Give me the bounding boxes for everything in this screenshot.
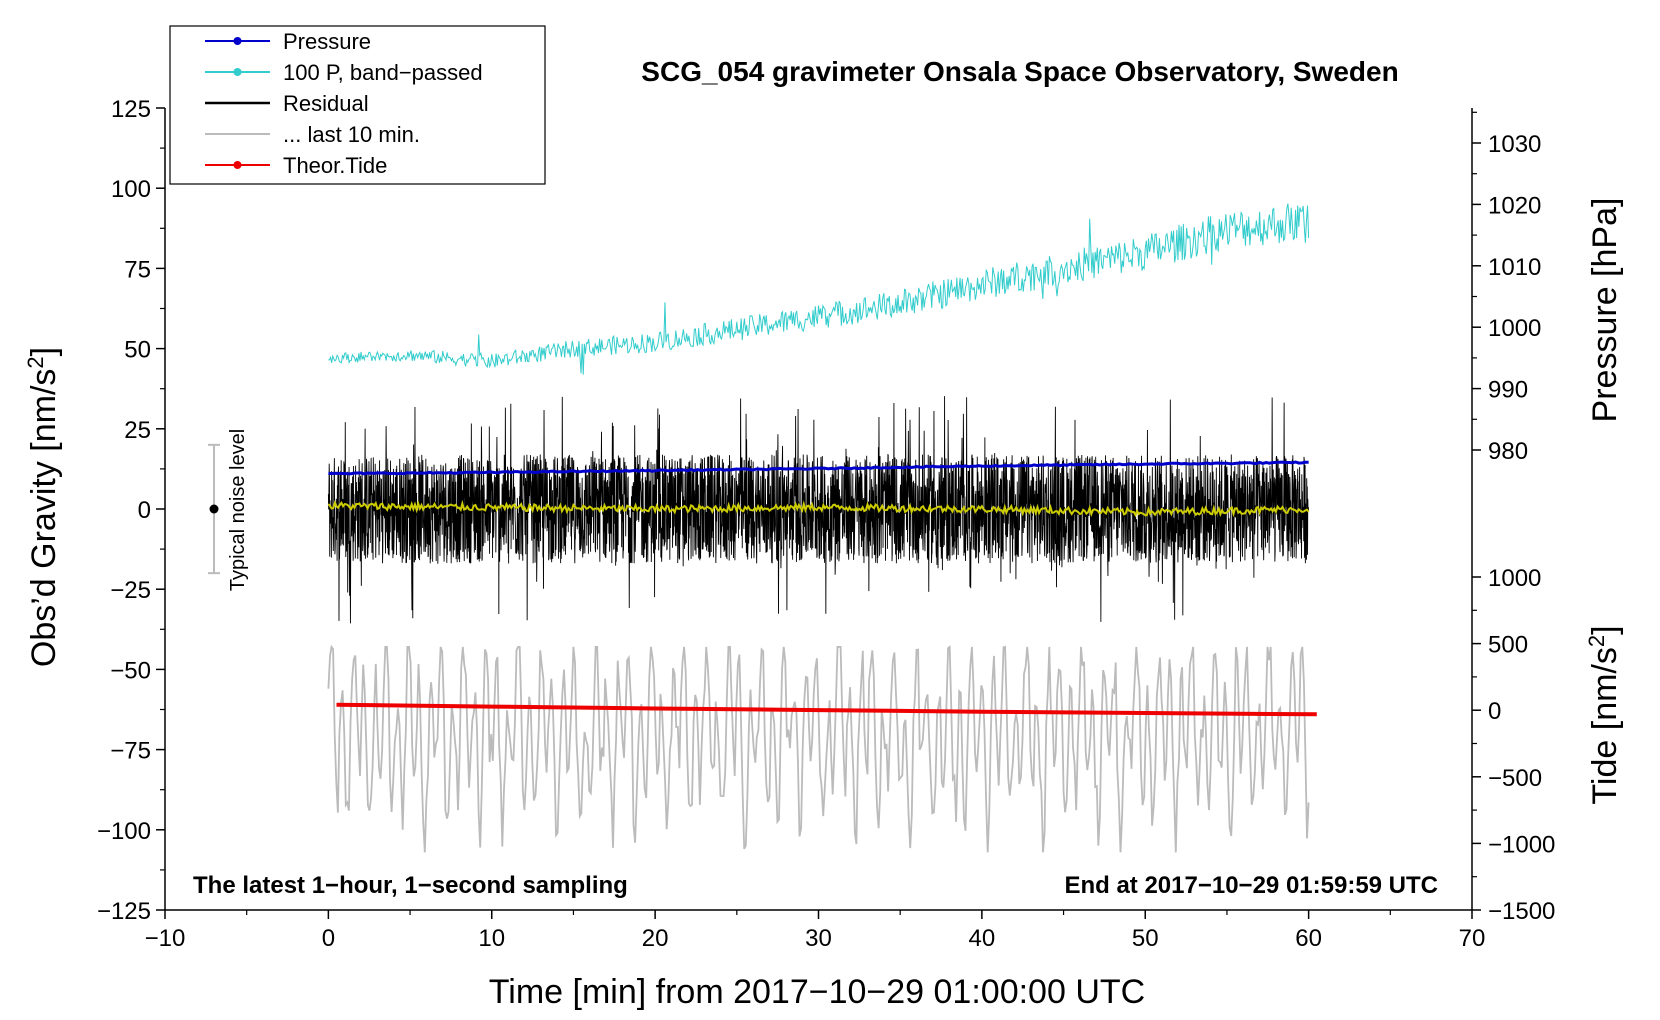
tide-tick-label: −1500 <box>1488 898 1555 925</box>
legend-marker <box>233 68 242 76</box>
legend-marker <box>233 37 242 45</box>
pressure-tick-label: 1000 <box>1488 315 1541 342</box>
x-tick-label: 10 <box>478 925 505 952</box>
x-axis-title: Time [min] from 2017−10−29 01:00:00 UTC <box>489 973 1145 1011</box>
annotation-right: End at 2017−10−29 01:59:59 UTC <box>1064 872 1438 899</box>
noise-center-dot <box>209 504 219 514</box>
y-axis-title-left-sup: 2 <box>23 356 48 368</box>
y-axis-title-tide-sup: 2 <box>1584 635 1609 647</box>
text-layer: SCG_054 gravimeter Onsala Space Observat… <box>23 56 1624 1011</box>
legend: Pressure 100 P, band−passed Residual ... la… <box>169 25 546 185</box>
y-axis-title-left: Obs’d Gravity [nm/s2] <box>23 347 63 667</box>
series-residual <box>327 396 1310 624</box>
series-pressure <box>328 460 1309 476</box>
series-theoretical-tide <box>336 702 1317 717</box>
legend-label: ... last 10 min. <box>283 122 420 147</box>
y-tick-label: −25 <box>110 577 151 604</box>
series-residual-smoothed <box>327 499 1310 518</box>
legend-label: Theor.Tide <box>283 153 387 178</box>
x-tick-label: −10 <box>145 925 186 952</box>
y-tick-label: −100 <box>97 818 151 845</box>
legend-box <box>169 25 546 185</box>
y-tick-label: 100 <box>111 176 151 203</box>
legend-label: Residual <box>283 91 369 116</box>
pressure-tick-label: 1010 <box>1488 254 1541 281</box>
y-tick-label: −125 <box>97 898 151 925</box>
noise-level-label: Typical noise level <box>227 429 249 591</box>
y-tick-label: −50 <box>110 657 151 684</box>
tide-tick-label: 0 <box>1488 698 1501 725</box>
series-last-10-min <box>327 644 1310 853</box>
x-tick-label: 60 <box>1295 925 1322 952</box>
y-axis-title-left-main: Obs’d Gravity [nm/s <box>25 369 63 668</box>
tide-tick-label: 500 <box>1488 632 1528 659</box>
y-axis-title-tide-main: Tide [nm/s <box>1586 647 1624 804</box>
y-axis-title-pressure: Pressure [hPa] <box>1586 198 1624 423</box>
annotation-left: The latest 1−hour, 1−second sampling <box>193 872 628 899</box>
x-tick-label: 40 <box>969 925 996 952</box>
chart-title: SCG_054 gravimeter Onsala Space Observat… <box>641 56 1398 87</box>
legend-label: 100 P, band−passed <box>283 60 483 85</box>
y-axis-title-tide: Tide [nm/s2] <box>1584 625 1624 804</box>
x-tick-label: 70 <box>1459 925 1486 952</box>
pressure-tick-label: 990 <box>1488 377 1528 404</box>
series-layer <box>327 203 1317 853</box>
y-tick-label: 25 <box>124 417 151 444</box>
pressure-tick-label: 1030 <box>1488 131 1541 158</box>
x-tick-label: 50 <box>1132 925 1159 952</box>
legend-label: Pressure <box>283 29 371 54</box>
ticks-layer: −10 0 10 20 30 40 50 60 701251007550250−25−50−75… <box>97 96 1555 952</box>
y-tick-label: −75 <box>110 738 151 765</box>
x-tick-label: 0 <box>322 925 335 952</box>
pressure-tick-label: 1020 <box>1488 192 1541 219</box>
legend-marker <box>233 161 242 169</box>
x-tick-label: 20 <box>642 925 669 952</box>
tide-tick-label: −1000 <box>1488 831 1555 858</box>
y-tick-label: 125 <box>111 96 151 123</box>
y-tick-label: 50 <box>124 337 151 364</box>
y-tick-label: 0 <box>138 497 151 524</box>
y-tick-label: 75 <box>124 256 151 283</box>
x-tick-label: 30 <box>805 925 832 952</box>
series-pressure-band-passed <box>328 203 1310 375</box>
tide-tick-label: −500 <box>1488 765 1542 792</box>
y-axis-title-tide-end: ] <box>1586 625 1624 634</box>
pressure-tick-label: 980 <box>1488 438 1528 465</box>
y-axis-title-left-end: ] <box>25 347 63 356</box>
tide-tick-label: 1000 <box>1488 565 1541 592</box>
